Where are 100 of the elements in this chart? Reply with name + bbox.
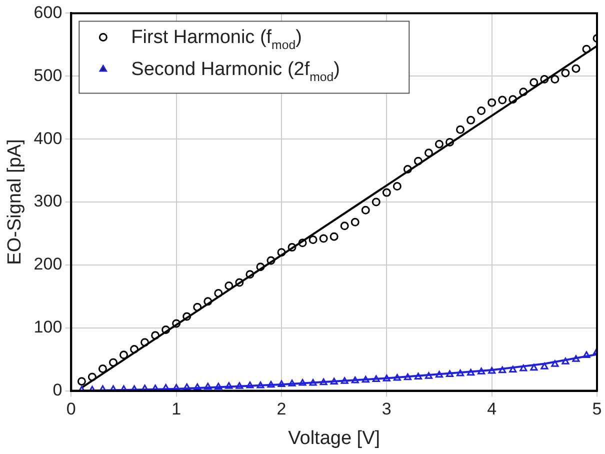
point — [466, 116, 476, 124]
point — [278, 380, 286, 388]
point — [582, 351, 590, 358]
y-tick-label: 500 — [34, 66, 62, 85]
point — [140, 338, 150, 347]
point — [130, 345, 139, 354]
point — [477, 106, 486, 115]
point — [108, 358, 118, 367]
y-tick-label: 300 — [34, 192, 62, 211]
point — [561, 68, 570, 78]
point — [235, 278, 244, 287]
point — [540, 75, 549, 84]
point — [204, 297, 212, 306]
point — [162, 326, 170, 334]
point — [267, 380, 275, 388]
point — [456, 370, 464, 376]
point — [246, 270, 254, 279]
point — [225, 382, 233, 389]
point — [309, 379, 317, 386]
point — [319, 234, 328, 243]
point — [446, 138, 454, 146]
point — [204, 382, 212, 390]
point — [393, 374, 401, 381]
point — [151, 331, 160, 340]
point — [362, 376, 370, 383]
y-axis-title: EO-Signal [pA] — [4, 139, 26, 265]
point — [224, 281, 234, 290]
point — [498, 96, 507, 104]
x-tick-label: 1 — [172, 400, 182, 419]
point — [340, 222, 349, 230]
point — [520, 364, 528, 372]
point — [530, 364, 538, 371]
point — [298, 238, 307, 248]
point — [193, 302, 202, 312]
point — [435, 370, 444, 378]
point — [246, 382, 254, 388]
point — [488, 98, 496, 107]
point — [183, 383, 191, 390]
point — [214, 382, 222, 390]
x-tick-label: 4 — [487, 400, 497, 419]
point — [298, 379, 306, 386]
x-tick-label: 3 — [382, 400, 392, 419]
point — [435, 140, 444, 148]
point — [404, 373, 412, 380]
point — [508, 95, 518, 104]
point — [98, 364, 107, 374]
point — [372, 375, 380, 382]
y-tick-label: 600 — [34, 2, 62, 22]
point — [424, 372, 433, 379]
point — [582, 44, 591, 54]
point — [194, 383, 202, 390]
point — [350, 218, 360, 226]
point — [120, 350, 128, 360]
point — [172, 319, 181, 328]
point — [572, 355, 580, 362]
point — [550, 75, 560, 84]
point — [498, 366, 506, 374]
point — [530, 78, 538, 87]
point — [372, 198, 380, 206]
point — [488, 367, 496, 374]
point — [478, 368, 486, 374]
point — [361, 206, 370, 214]
y-tick-label: 0 — [52, 380, 62, 400]
point — [562, 358, 570, 364]
point — [519, 88, 528, 96]
point — [182, 312, 192, 321]
point — [308, 236, 318, 244]
point — [266, 256, 276, 265]
point — [88, 372, 96, 382]
point — [509, 366, 517, 373]
y-tick-label: 100 — [34, 318, 62, 337]
point — [214, 289, 223, 298]
point — [572, 64, 580, 73]
point — [540, 362, 548, 370]
point — [340, 377, 348, 384]
x-tick-label: 5 — [592, 400, 602, 419]
point — [551, 360, 559, 367]
point — [456, 125, 465, 134]
point — [382, 188, 391, 197]
point — [77, 377, 86, 386]
y-tick-label: 400 — [34, 128, 62, 148]
point — [330, 232, 338, 241]
point — [236, 382, 244, 389]
x-tick-label: 2 — [276, 400, 286, 419]
point — [414, 372, 422, 380]
point — [403, 165, 412, 174]
point — [351, 376, 359, 384]
point — [446, 370, 454, 377]
point — [288, 243, 296, 252]
x-tick-label: 0 — [66, 400, 76, 419]
point — [392, 182, 402, 191]
y-tick-label: 200 — [34, 254, 62, 274]
point — [256, 382, 264, 388]
point — [330, 378, 338, 384]
point — [424, 148, 433, 158]
point — [414, 156, 422, 166]
point — [382, 374, 390, 382]
point — [277, 248, 286, 257]
point — [256, 262, 265, 272]
x-axis-title: Voltage [V] — [288, 428, 380, 449]
